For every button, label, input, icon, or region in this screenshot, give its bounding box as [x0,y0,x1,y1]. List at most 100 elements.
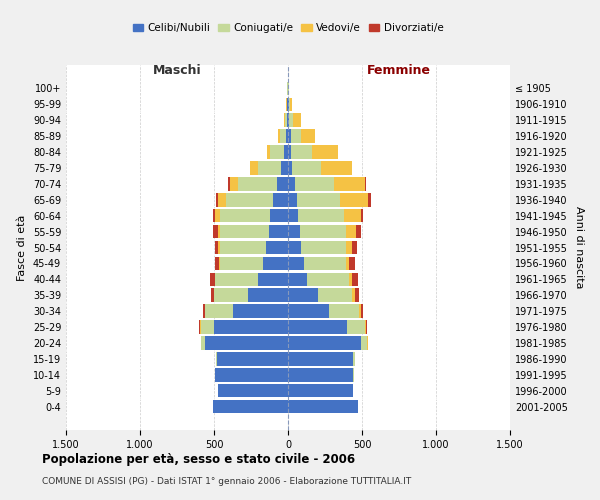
Bar [218,240,288,254]
Bar [288,400,358,413]
Bar [288,240,301,254]
Bar [215,272,288,286]
Bar [280,130,288,143]
Bar [288,130,316,143]
Bar [288,82,289,95]
Bar [288,288,352,302]
Bar [214,320,288,334]
Bar [215,368,288,382]
Bar [288,114,293,127]
Bar [288,177,334,190]
Bar [288,114,289,127]
Bar [288,352,355,366]
Bar [286,98,288,111]
Bar [219,256,288,270]
Bar [288,145,291,159]
Bar [266,145,288,159]
Bar [202,336,288,350]
Bar [205,304,288,318]
Bar [288,161,320,174]
Bar [288,320,347,334]
Bar [200,320,288,334]
Bar [288,98,292,111]
Bar [215,368,288,382]
Bar [288,288,317,302]
Text: Maschi: Maschi [152,64,202,77]
Bar [220,225,288,238]
Bar [288,256,349,270]
Bar [203,304,288,318]
Bar [288,384,353,398]
Bar [288,145,311,159]
Bar [288,161,352,174]
Bar [212,400,288,413]
Bar [218,384,288,398]
Bar [257,161,288,174]
Bar [215,368,288,382]
Bar [220,256,288,270]
Bar [288,320,367,334]
Bar [288,145,338,159]
Bar [205,336,288,350]
Bar [277,177,288,190]
Bar [288,225,346,238]
Bar [288,256,346,270]
Bar [288,114,301,127]
Bar [288,114,301,127]
Bar [288,288,355,302]
Bar [288,240,357,254]
Bar [288,225,361,238]
Bar [288,352,353,366]
Bar [212,400,288,413]
Bar [215,240,288,254]
Bar [220,240,288,254]
Bar [211,272,288,286]
Legend: Celibi/Nubili, Coniugati/e, Vedovi/e, Divorziati/e: Celibi/Nubili, Coniugati/e, Vedovi/e, Di… [128,19,448,38]
Bar [288,304,329,318]
Bar [214,288,288,302]
Bar [288,193,371,206]
Bar [200,320,288,334]
Bar [214,288,288,302]
Bar [288,368,353,382]
Bar [284,114,288,127]
Bar [212,400,288,413]
Bar [288,400,358,413]
Bar [288,288,359,302]
Bar [218,225,288,238]
Bar [288,272,352,286]
Bar [288,400,358,413]
Bar [288,272,307,286]
Bar [230,177,288,190]
Bar [218,193,288,206]
Bar [266,145,288,159]
Bar [220,209,288,222]
Bar [226,193,288,206]
Text: Femmine: Femmine [367,64,431,77]
Bar [288,209,364,222]
Bar [281,161,288,174]
Bar [288,336,368,350]
Bar [287,98,288,111]
Bar [288,320,366,334]
Bar [288,82,289,95]
Bar [288,336,368,350]
Bar [288,304,364,318]
Bar [288,400,358,413]
Bar [288,209,298,222]
Bar [288,145,338,159]
Bar [288,240,346,254]
Bar [288,130,291,143]
Bar [288,352,355,366]
Bar [288,256,304,270]
Bar [273,193,288,206]
Bar [270,145,288,159]
Bar [288,209,361,222]
Bar [288,193,340,206]
Bar [263,256,288,270]
Bar [288,320,365,334]
Bar [288,177,365,190]
Bar [288,304,361,318]
Bar [288,225,300,238]
Bar [288,193,368,206]
